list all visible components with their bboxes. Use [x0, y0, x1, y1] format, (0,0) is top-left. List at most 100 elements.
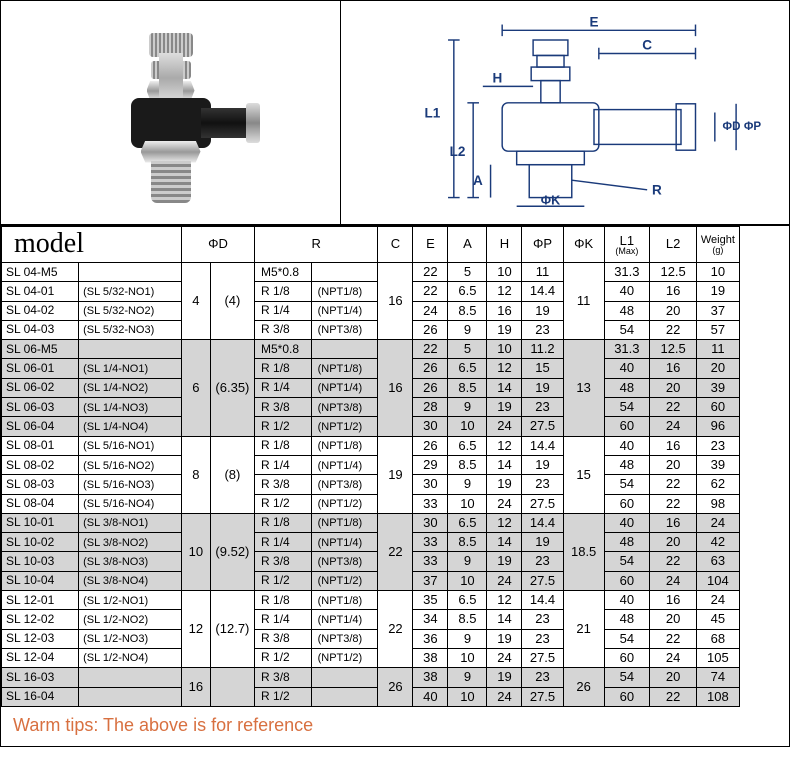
dim-label-r: R — [652, 183, 662, 198]
cell-a: 9 — [448, 475, 487, 494]
cell-model: SL 04-03 — [2, 320, 79, 339]
cell-r-npt: (NPT1/4) — [311, 455, 378, 474]
cell-e: 33 — [413, 494, 448, 513]
dim-label-e: E — [589, 14, 598, 29]
cell-model-alt: (SL 3/8-NO3) — [79, 552, 182, 571]
cell-l1: 60 — [604, 417, 649, 436]
cell-l1: 48 — [604, 533, 649, 552]
cell-model: SL 04-01 — [2, 282, 79, 301]
page-container: E C H L1 L2 A ΦK R ΦD ΦP — [0, 0, 790, 747]
cell-l1: 60 — [604, 687, 649, 706]
cell-phip: 23 — [522, 475, 563, 494]
cell-l2: 16 — [649, 591, 696, 610]
cell-e: 33 — [413, 552, 448, 571]
cell-model: SL 08-04 — [2, 494, 79, 513]
cell-c: 22 — [378, 591, 413, 668]
dim-label-l1: L1 — [425, 105, 441, 120]
cell-h: 12 — [487, 436, 522, 455]
cell-model-alt: (SL 5/32-NO2) — [79, 301, 182, 320]
col-e: E — [413, 227, 448, 263]
cell-a: 9 — [448, 398, 487, 417]
cell-model-alt: (SL 1/4-NO3) — [79, 398, 182, 417]
cell-model-alt: (SL 3/8-NO1) — [79, 513, 182, 532]
cell-model-alt: (SL 5/32-NO1) — [79, 282, 182, 301]
cell-phik: 21 — [563, 591, 604, 668]
cell-model: SL 04-02 — [2, 301, 79, 320]
table-row: SL 06-M56(6.35)M5*0.8162251011.21331.312… — [2, 340, 789, 359]
cell-l1: 40 — [604, 513, 649, 532]
cell-l2: 20 — [649, 533, 696, 552]
col-c: C — [378, 227, 413, 263]
cell-model: SL 08-01 — [2, 436, 79, 455]
cell-l2: 20 — [649, 610, 696, 629]
cell-phip: 23 — [522, 320, 563, 339]
cell-a: 10 — [448, 417, 487, 436]
cell-a: 5 — [448, 340, 487, 359]
cell-w: 11 — [697, 340, 739, 359]
cell-h: 14 — [487, 378, 522, 397]
cell-e: 30 — [413, 417, 448, 436]
cell-a: 6.5 — [448, 513, 487, 532]
cell-r-npt: (NPT1/4) — [311, 301, 378, 320]
cell-model: SL 10-03 — [2, 552, 79, 571]
cell-r: R 1/4 — [255, 455, 312, 474]
cell-phid-alt: (8) — [210, 436, 254, 513]
cell-model: SL 10-04 — [2, 571, 79, 590]
dim-label-l2: L2 — [450, 144, 466, 159]
cell-r-npt: (NPT1/4) — [311, 378, 378, 397]
cell-r: R 1/2 — [255, 417, 312, 436]
cell-l1: 40 — [604, 282, 649, 301]
cell-a: 6.5 — [448, 282, 487, 301]
cell-h: 14 — [487, 455, 522, 474]
cell-r-npt: (NPT3/8) — [311, 398, 378, 417]
cell-phik: 26 — [563, 668, 604, 707]
cell-w: 20 — [697, 359, 739, 378]
cell-phip: 19 — [522, 301, 563, 320]
cell-model: SL 06-03 — [2, 398, 79, 417]
cell-l2: 24 — [649, 648, 696, 667]
cell-h: 12 — [487, 513, 522, 532]
cell-e: 38 — [413, 668, 448, 687]
cell-w: 39 — [697, 455, 739, 474]
cell-h: 19 — [487, 629, 522, 648]
cell-r: M5*0.8 — [255, 340, 312, 359]
cell-e: 30 — [413, 475, 448, 494]
cell-w: 63 — [697, 552, 739, 571]
cell-r: R 3/8 — [255, 552, 312, 571]
cell-l2: 22 — [649, 320, 696, 339]
cell-a: 6.5 — [448, 436, 487, 455]
cell-e: 26 — [413, 320, 448, 339]
cell-model: SL 06-01 — [2, 359, 79, 378]
cell-r-npt: (NPT1/8) — [311, 513, 378, 532]
cell-model-alt: (SL 1/2-NO2) — [79, 610, 182, 629]
cell-phid-alt — [210, 668, 254, 707]
cell-l1: 31.3 — [604, 340, 649, 359]
cell-e: 36 — [413, 629, 448, 648]
cell-phip: 19 — [522, 378, 563, 397]
col-model: model — [2, 227, 182, 263]
cell-l2: 20 — [649, 378, 696, 397]
cell-phid: 16 — [182, 668, 211, 707]
cell-c: 22 — [378, 513, 413, 590]
cell-e: 29 — [413, 455, 448, 474]
cell-phid: 10 — [182, 513, 211, 590]
cell-c: 19 — [378, 436, 413, 513]
cell-l2: 24 — [649, 417, 696, 436]
cell-l2: 22 — [649, 475, 696, 494]
cell-model-alt: (SL 5/16-NO2) — [79, 455, 182, 474]
cell-w: 74 — [697, 668, 739, 687]
cell-w: 96 — [697, 417, 739, 436]
cell-h: 19 — [487, 475, 522, 494]
cell-phid-alt: (9.52) — [210, 513, 254, 590]
table-row: SL 12-01(SL 1/2-NO1)12(12.7)R 1/8(NPT1/8… — [2, 591, 789, 610]
cell-l1: 54 — [604, 629, 649, 648]
table-header-row: model ΦD R C E A H ΦP ΦK L1(Max) L2 Weig… — [2, 227, 789, 263]
cell-a: 9 — [448, 668, 487, 687]
cell-l1: 40 — [604, 436, 649, 455]
cell-model-alt: (SL 1/4-NO2) — [79, 378, 182, 397]
cell-h: 24 — [487, 687, 522, 706]
cell-r: R 1/8 — [255, 591, 312, 610]
cell-r-npt: (NPT3/8) — [311, 629, 378, 648]
cell-model: SL 10-01 — [2, 513, 79, 532]
cell-phip: 23 — [522, 668, 563, 687]
